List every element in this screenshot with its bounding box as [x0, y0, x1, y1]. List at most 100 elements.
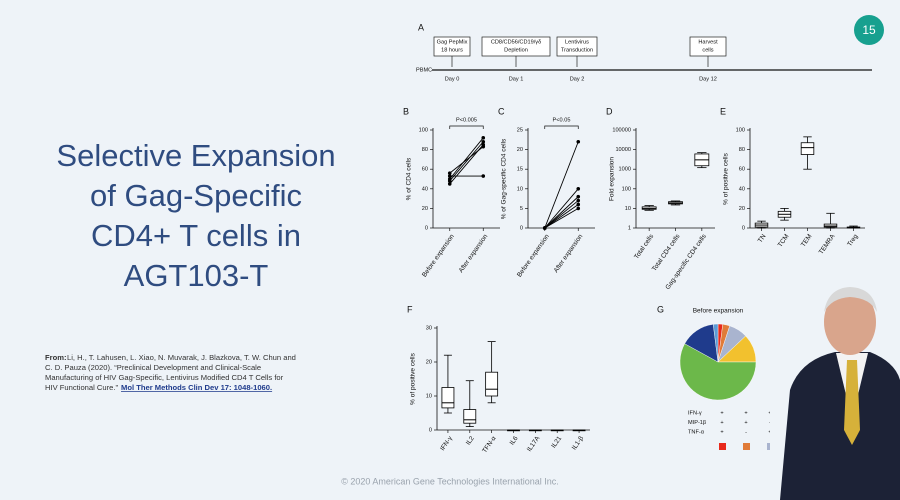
box [800, 142, 815, 155]
y-tick-label: 10 [426, 393, 432, 399]
y-tick-label: 1 [628, 225, 631, 231]
step-label: CD8/CD56/CD19/γδ [491, 39, 541, 45]
data-point [576, 187, 581, 191]
panel-label: C [498, 106, 505, 116]
y-tick-label: 100 [419, 127, 428, 133]
slide-title: of Gag-Specific [90, 178, 302, 213]
box [441, 387, 455, 409]
citation-line: C. D. Pauza (2020). “Preclinical Develop… [45, 363, 261, 372]
step-label: cells [702, 47, 713, 53]
y-tick-label: 0 [425, 225, 428, 231]
citation-line: Li, H., T. Lahusen, L. Xiao, N. Muvarak,… [67, 353, 296, 362]
panel-label: G [657, 304, 664, 314]
presenter-suit [780, 352, 900, 500]
presenter-head [824, 289, 876, 355]
presenter-video [770, 287, 900, 500]
data-point [576, 139, 581, 144]
paired-line [449, 141, 484, 182]
paired-line [449, 146, 484, 174]
panel-label: F [407, 304, 413, 314]
step-label: Transduction [561, 47, 593, 53]
legend-mark: + [720, 429, 723, 435]
slide-title: AGT103-T [124, 258, 269, 293]
step-label: Lentivirus [565, 39, 589, 45]
paired-line [544, 196, 579, 229]
panel-label: D [606, 106, 613, 116]
y-tick-label: 80 [739, 147, 745, 153]
y-tick-label: 100 [736, 127, 745, 133]
y-tick-label: 60 [422, 167, 428, 173]
presenter-tie [844, 360, 860, 445]
timeline-panel: A PBMC [416, 22, 872, 73]
box [463, 409, 477, 424]
x-tick-label: TN [757, 233, 768, 244]
data-point [542, 226, 547, 230]
y-tick-label: 20 [517, 147, 523, 153]
significance-bracket [449, 125, 484, 129]
significance-bracket [544, 125, 579, 129]
y-tick-label: 80 [422, 147, 428, 153]
data-point [481, 144, 486, 149]
y-tick-label: 25 [517, 127, 523, 133]
citation-line: Manufacturing of HIV Gag-Specific, Lenti… [45, 373, 284, 382]
legend-mark: + [720, 410, 723, 416]
y-tick-label: 20 [426, 359, 432, 365]
box [485, 371, 499, 397]
y-axis-label: % of positive cells [410, 352, 417, 404]
day-label: Day 0 [445, 76, 460, 82]
citation-lead: From: [45, 353, 67, 362]
panel-label: A [418, 22, 424, 32]
data-point [576, 206, 581, 211]
y-tick-label: 0 [520, 225, 523, 231]
paired-line [449, 137, 484, 180]
y-axis-label: % of Gag-specific CD4 cells [501, 138, 508, 219]
paired-line [544, 188, 579, 229]
legend-mark: + [720, 420, 723, 426]
data-point [576, 198, 581, 203]
y-tick-label: 1000 [619, 167, 631, 173]
paired-line [544, 141, 579, 229]
page-number: 15 [862, 23, 876, 37]
panel-label: B [403, 106, 409, 116]
legend-row-label: MIP-1β [688, 420, 706, 426]
data-point [447, 182, 452, 186]
y-tick-label: 100 [622, 186, 631, 192]
paired-line [544, 208, 579, 229]
legend-swatch [719, 443, 726, 450]
data-point [447, 171, 452, 175]
day-label: Day 2 [570, 76, 585, 82]
y-axis-label: % of positive cells [723, 152, 730, 204]
y-axis-label: % of CD4 cells [406, 157, 413, 200]
data-point [447, 174, 452, 178]
citation-link[interactable]: Mol Ther Methods Clin Dev 17: 1048-1060. [121, 383, 272, 392]
pie-slice [679, 343, 757, 401]
y-tick-label: 5 [520, 206, 523, 212]
legend-mark: + [744, 410, 747, 416]
data-point [481, 174, 486, 178]
y-tick-label: 40 [739, 186, 745, 192]
step-label: 18 hours [441, 47, 463, 53]
x-tick-label: IL2 [465, 435, 476, 447]
y-tick-label: 20 [739, 206, 745, 212]
data-point [447, 177, 452, 181]
y-tick-label: 40 [422, 186, 428, 192]
step-label: Harvest [698, 39, 718, 45]
paired-line [544, 200, 579, 229]
panel-label: E [720, 106, 726, 116]
day-label: Day 1 [509, 76, 524, 82]
legend-mark: + [744, 420, 747, 426]
step-label: Gag PepMix [437, 39, 468, 45]
legend-row-label: IFN-γ [688, 410, 702, 416]
presenter-hair [824, 287, 877, 312]
y-tick-label: 60 [739, 167, 745, 173]
paired-line [544, 204, 579, 229]
footer: © 2020 American Gene Technologies Intern… [341, 476, 559, 486]
step-label: Depletion [504, 47, 528, 53]
data-point [481, 139, 486, 144]
timeline-start: PBMC [416, 67, 432, 73]
data-point [576, 202, 581, 207]
y-tick-label: 15 [517, 167, 523, 173]
y-tick-label: 10 [625, 206, 631, 212]
